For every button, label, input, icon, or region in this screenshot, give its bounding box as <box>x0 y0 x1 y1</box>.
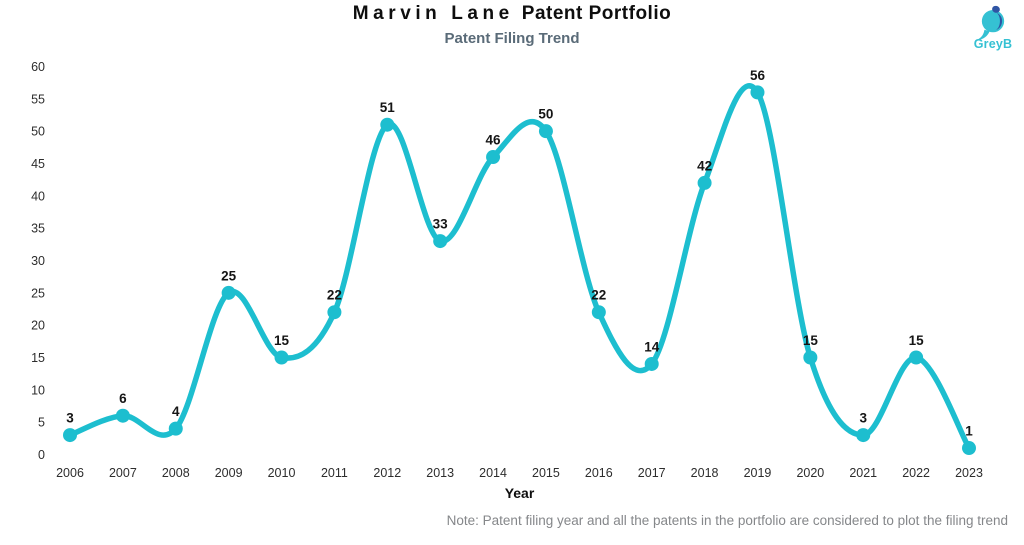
chart-title: Marvin Lane Patent Portfolio <box>0 3 1024 25</box>
y-axis-tick-label: 55 <box>31 92 45 106</box>
data-point-2008[interactable] <box>168 421 183 436</box>
x-axis-tick-label: 2007 <box>109 466 137 480</box>
chart-title-rest: Patent Portfolio <box>521 3 672 24</box>
data-point-label: 15 <box>909 333 925 348</box>
y-axis-tick-label: 40 <box>31 189 45 203</box>
data-point-2007[interactable] <box>115 408 130 423</box>
header: Marvin Lane Patent Portfolio Patent Filin… <box>0 3 1024 47</box>
x-axis-tick-label: 2018 <box>691 466 719 480</box>
data-point-2009[interactable] <box>221 285 236 300</box>
x-axis-tick-label: 2016 <box>585 466 613 480</box>
data-point-label: 15 <box>803 333 819 348</box>
greyb-logo-icon <box>976 5 1005 40</box>
y-axis-tick-label: 25 <box>31 286 45 300</box>
data-point-label: 22 <box>327 288 342 303</box>
data-point-label: 22 <box>591 288 606 303</box>
x-axis-tick-label: 2008 <box>162 466 190 480</box>
data-point-2006[interactable] <box>63 428 77 443</box>
data-point-2011[interactable] <box>327 305 342 320</box>
data-point-label: 56 <box>750 68 766 83</box>
y-axis-tick-label: 45 <box>31 157 45 171</box>
chart-subtitle: Patent Filing Trend <box>444 30 580 47</box>
data-point-label: 50 <box>538 107 553 122</box>
data-point-label: 15 <box>274 333 290 348</box>
data-point-label: 46 <box>486 133 502 148</box>
y-axis-tick-label: 50 <box>31 125 45 139</box>
x-axis-title: Year <box>504 485 535 501</box>
data-point-label: 33 <box>433 217 449 232</box>
trend-line <box>67 83 972 451</box>
data-point-label: 4 <box>172 404 180 419</box>
y-axis-tick-label: 30 <box>31 254 45 268</box>
data-point-2015[interactable] <box>538 124 553 139</box>
x-axis-tick-label: 2006 <box>56 466 84 480</box>
data-point-label: 42 <box>697 158 712 173</box>
x-axis-tick-label: 2020 <box>796 466 824 480</box>
y-axis-tick-label: 15 <box>31 351 45 365</box>
x-axis-tick-label: 2021 <box>849 466 877 480</box>
data-point-2023[interactable] <box>962 441 976 456</box>
x-axis-tick-label: 2015 <box>532 466 560 480</box>
data-point-2014[interactable] <box>486 150 501 165</box>
x-axis-tick-label: 2009 <box>215 466 243 480</box>
data-point-label: 6 <box>119 391 127 406</box>
x-axis-tick-label: 2014 <box>479 466 507 480</box>
y-axis-tick-label: 0 <box>38 448 45 462</box>
data-point-2020[interactable] <box>803 350 818 365</box>
data-point-2013[interactable] <box>433 234 448 249</box>
y-axis-tick-label: 20 <box>31 319 45 333</box>
chart-title-name: Marvin Lane <box>352 3 514 24</box>
x-axis-tick-label: 2022 <box>902 466 930 480</box>
footnote: Note: Patent filing year and all the pat… <box>446 513 1008 528</box>
data-point-label: 14 <box>644 339 660 354</box>
y-axis-tick-label: 60 <box>31 60 45 74</box>
data-point-2012[interactable] <box>380 117 395 132</box>
data-point-2016[interactable] <box>591 305 606 320</box>
data-point-label: 3 <box>859 411 867 426</box>
x-axis-tick-label: 2023 <box>955 466 983 480</box>
data-point-label: 3 <box>66 411 74 426</box>
x-axis-tick-label: 2010 <box>268 466 296 480</box>
x-axis-tick-label: 2011 <box>321 466 348 480</box>
data-point-2010[interactable] <box>274 350 289 365</box>
data-point-label: 25 <box>221 268 237 283</box>
y-axis-tick-label: 35 <box>31 222 45 236</box>
greyb-logo-text: GreyB <box>973 37 1013 51</box>
data-point-2017[interactable] <box>644 356 659 371</box>
data-point-2019[interactable] <box>750 85 765 100</box>
data-point-label: 1 <box>965 424 973 439</box>
y-axis-tick-label: 10 <box>31 383 45 397</box>
x-axis-tick-label: 2017 <box>638 466 666 480</box>
data-point-2018[interactable] <box>697 175 712 190</box>
data-point-2022[interactable] <box>909 350 924 365</box>
y-axis-tick-label: 5 <box>38 416 45 430</box>
x-axis-tick-label: 2013 <box>426 466 454 480</box>
data-point-label: 51 <box>380 100 396 115</box>
x-axis-tick-label: 2019 <box>744 466 772 480</box>
x-axis-tick-label: 2012 <box>373 466 401 480</box>
greyb-logo[interactable]: GreyB <box>969 4 1017 51</box>
data-point-2021[interactable] <box>856 428 871 443</box>
